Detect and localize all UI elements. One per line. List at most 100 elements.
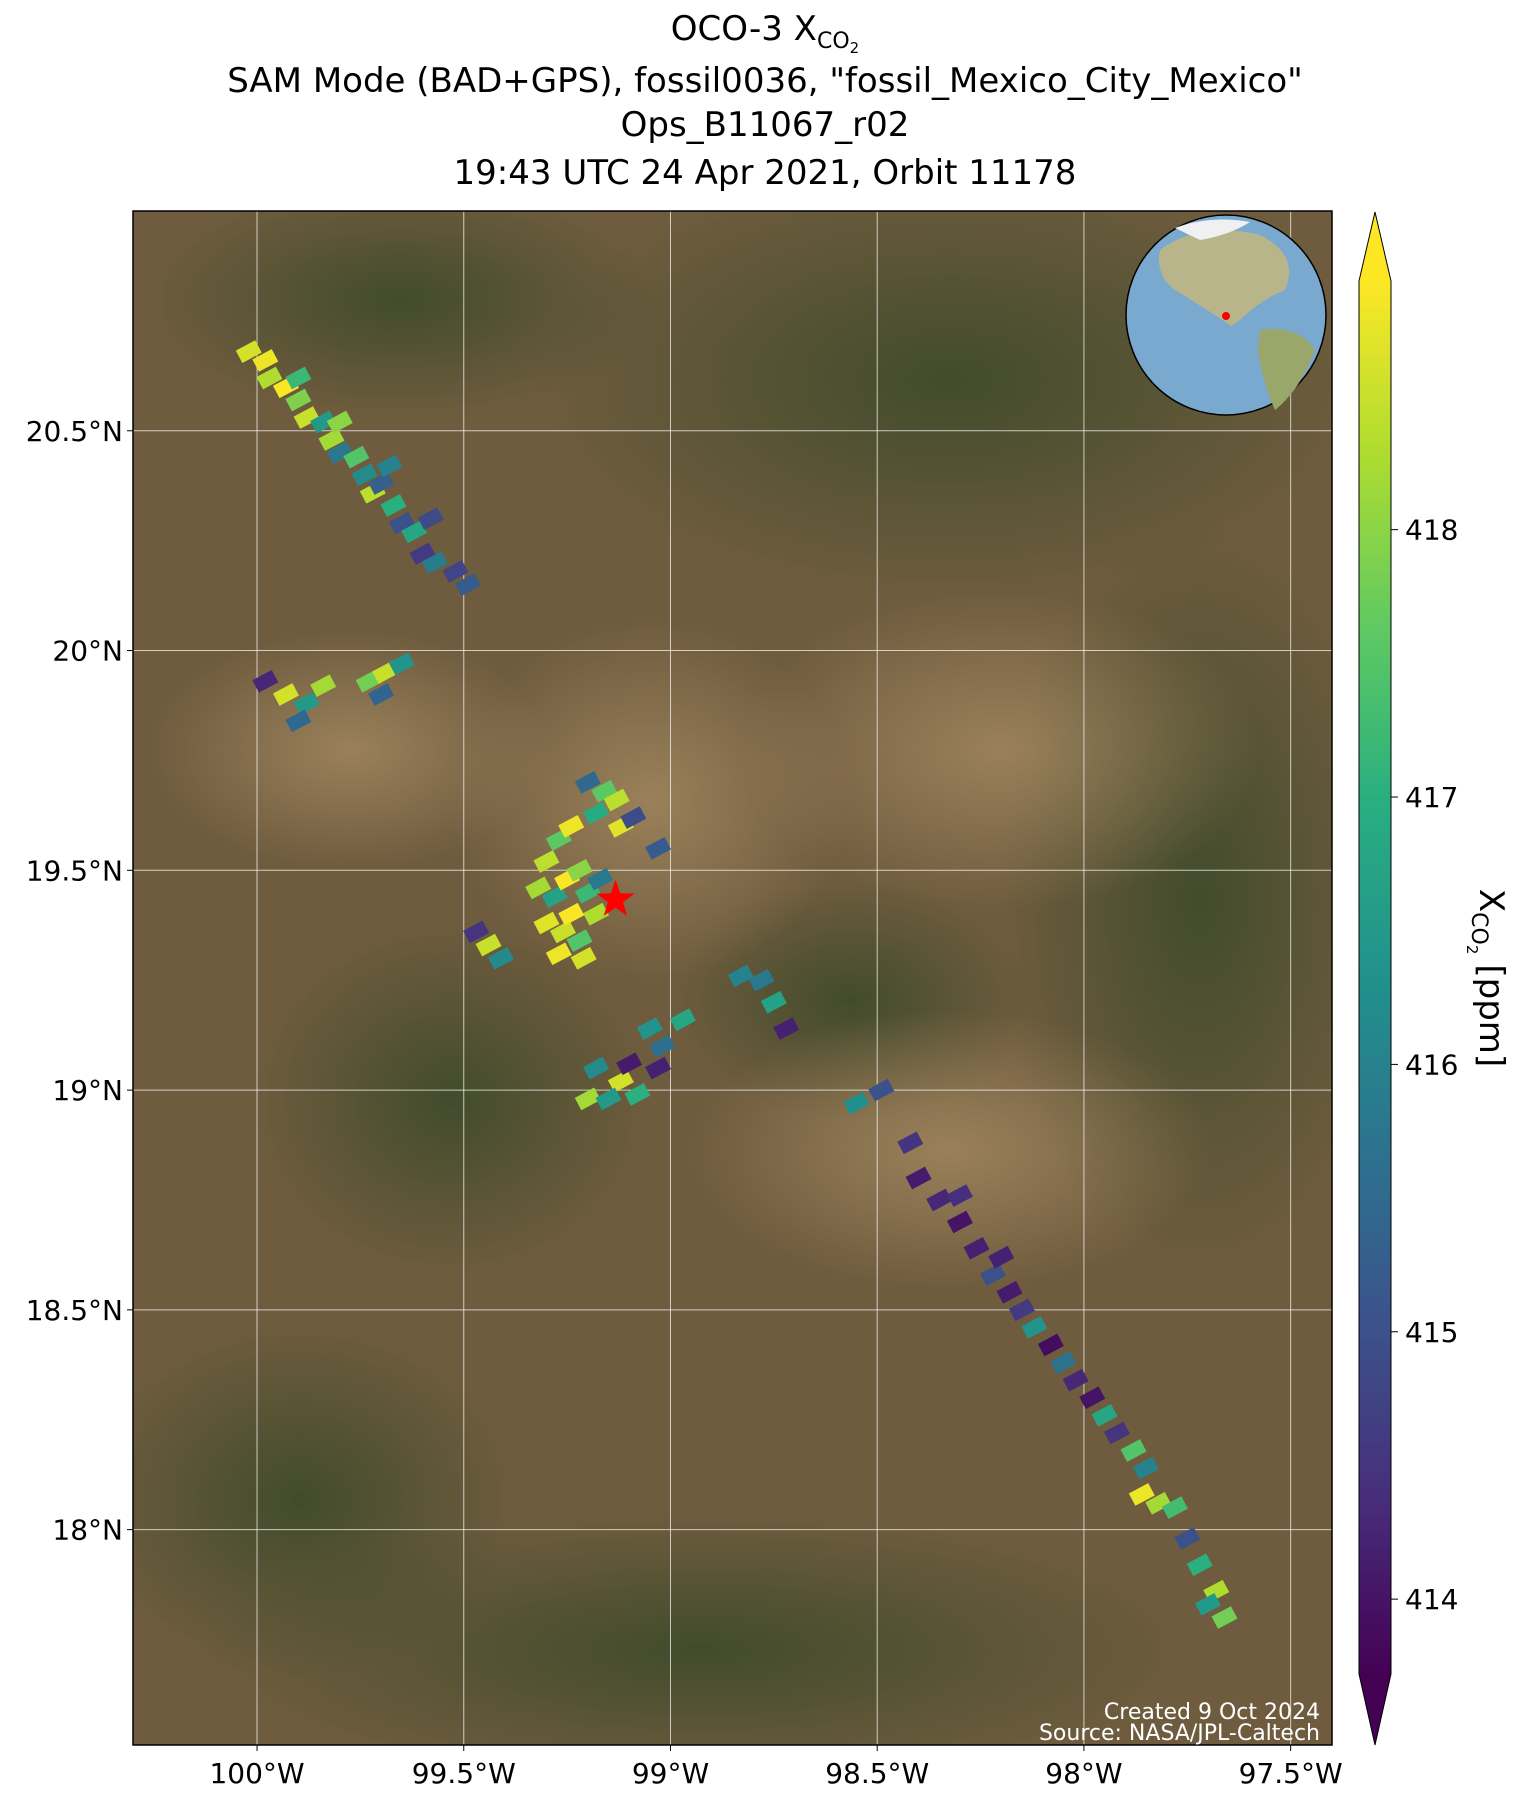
- basemap: [133, 211, 1332, 1745]
- sounding: [1079, 1386, 1106, 1410]
- sounding: [1120, 1439, 1147, 1462]
- sounding: [475, 933, 502, 957]
- sounding: [1194, 1593, 1221, 1616]
- y-tick-label: 20°N: [52, 635, 123, 668]
- sounding: [1021, 1316, 1048, 1339]
- colorbar-ramp: [1359, 281, 1391, 1674]
- sounding: [310, 674, 337, 698]
- sounding: [566, 929, 593, 952]
- sounding: [388, 511, 415, 535]
- sounding: [988, 1245, 1015, 1269]
- cbar-label-unit: [ppm]: [1471, 964, 1511, 1067]
- colorbar-tick-label: 417: [1405, 781, 1458, 814]
- sounding: [566, 858, 593, 882]
- sounding: [574, 771, 601, 794]
- sounding: [421, 551, 448, 574]
- colorbar-extend-max: [1359, 212, 1391, 281]
- title-sub: CO: [817, 29, 850, 54]
- sounding: [285, 388, 312, 412]
- sounding: [318, 428, 345, 451]
- sounding: [252, 349, 279, 372]
- sounding: [401, 520, 428, 544]
- sounding: [272, 683, 299, 706]
- map-frame: [132, 210, 1333, 1746]
- sounding: [487, 946, 514, 970]
- sounding: [624, 1083, 651, 1106]
- colorbar-extend-min: [1359, 1674, 1391, 1745]
- sounding: [409, 542, 436, 566]
- sounding: [773, 1017, 800, 1040]
- sounding: [616, 1052, 643, 1076]
- sounding: [1145, 1491, 1172, 1515]
- title-subsub: 2: [850, 39, 860, 57]
- sounding: [595, 1087, 622, 1111]
- sounding: [1174, 1527, 1201, 1550]
- colorbar-tick-label: 418: [1405, 514, 1458, 547]
- sounding: [996, 1280, 1023, 1304]
- sounding: [946, 1210, 973, 1234]
- sounding: [388, 652, 415, 676]
- sounding: [1211, 1606, 1238, 1629]
- sounding: [454, 573, 481, 596]
- inset-globe: [1125, 214, 1327, 416]
- sounding: [1037, 1333, 1064, 1357]
- sounding: [583, 1056, 610, 1080]
- sounding: [570, 946, 597, 970]
- sounding: [533, 850, 560, 873]
- sounding: [549, 920, 576, 944]
- sounding: [541, 885, 568, 909]
- sounding: [417, 507, 444, 531]
- sounding: [963, 1236, 990, 1260]
- cbar-label-text: X: [1471, 889, 1511, 912]
- sounding: [926, 1188, 953, 1212]
- sounding: [1128, 1483, 1155, 1506]
- x-tick-label: 99.5°W: [412, 1757, 516, 1790]
- sounding: [533, 911, 560, 935]
- sounding: [979, 1263, 1006, 1287]
- sounding: [591, 779, 618, 803]
- sounding: [545, 942, 572, 966]
- colorbar-tick-label: 416: [1405, 1048, 1458, 1081]
- y-tick-label: 19.5°N: [26, 854, 123, 887]
- sounding: [760, 990, 787, 1014]
- target-star: [596, 879, 635, 916]
- sounding: [583, 902, 610, 926]
- sounding: [442, 560, 469, 583]
- sounding: [326, 410, 353, 434]
- subtitle: 19:43 UTC 24 Apr 2021, Orbit 11178: [454, 153, 1077, 193]
- sounding: [376, 454, 403, 478]
- sounding: [603, 788, 630, 812]
- sounding: [583, 801, 610, 825]
- sounding: [463, 920, 490, 944]
- x-tick-label: 100°W: [209, 1757, 304, 1790]
- sounding: [293, 406, 320, 429]
- cbar-label-subsub: 2: [1463, 945, 1481, 955]
- sounding: [1161, 1496, 1188, 1519]
- credit: Created 9 Oct 2024: [1104, 1700, 1320, 1725]
- sounding: [1104, 1421, 1131, 1445]
- sounding: [868, 1078, 895, 1102]
- sounding: [574, 1087, 601, 1111]
- sounding: [293, 691, 320, 715]
- sounding: [636, 1017, 663, 1040]
- sounding: [1062, 1368, 1089, 1392]
- y-tick-label: 19°N: [52, 1074, 123, 1107]
- sounding: [649, 1034, 676, 1058]
- y-tick-label: 18°N: [52, 1514, 123, 1547]
- colorbar-tick-label: 415: [1405, 1316, 1458, 1349]
- x-tick-label: 98.5°W: [825, 1757, 929, 1790]
- sounding: [326, 441, 353, 465]
- y-tick-label: 20.5°N: [26, 415, 123, 448]
- sounding: [343, 445, 370, 469]
- credit: Source: NASA/JPL-Caltech: [1039, 1721, 1320, 1746]
- sounding: [645, 1056, 672, 1080]
- sounding: [620, 806, 647, 829]
- sounding: [558, 902, 585, 926]
- sounding: [368, 683, 395, 706]
- x-tick-label: 99°W: [632, 1757, 709, 1790]
- soundings: [235, 340, 1238, 1629]
- sounding: [310, 410, 337, 434]
- sounding: [1091, 1403, 1118, 1427]
- sounding: [748, 968, 775, 992]
